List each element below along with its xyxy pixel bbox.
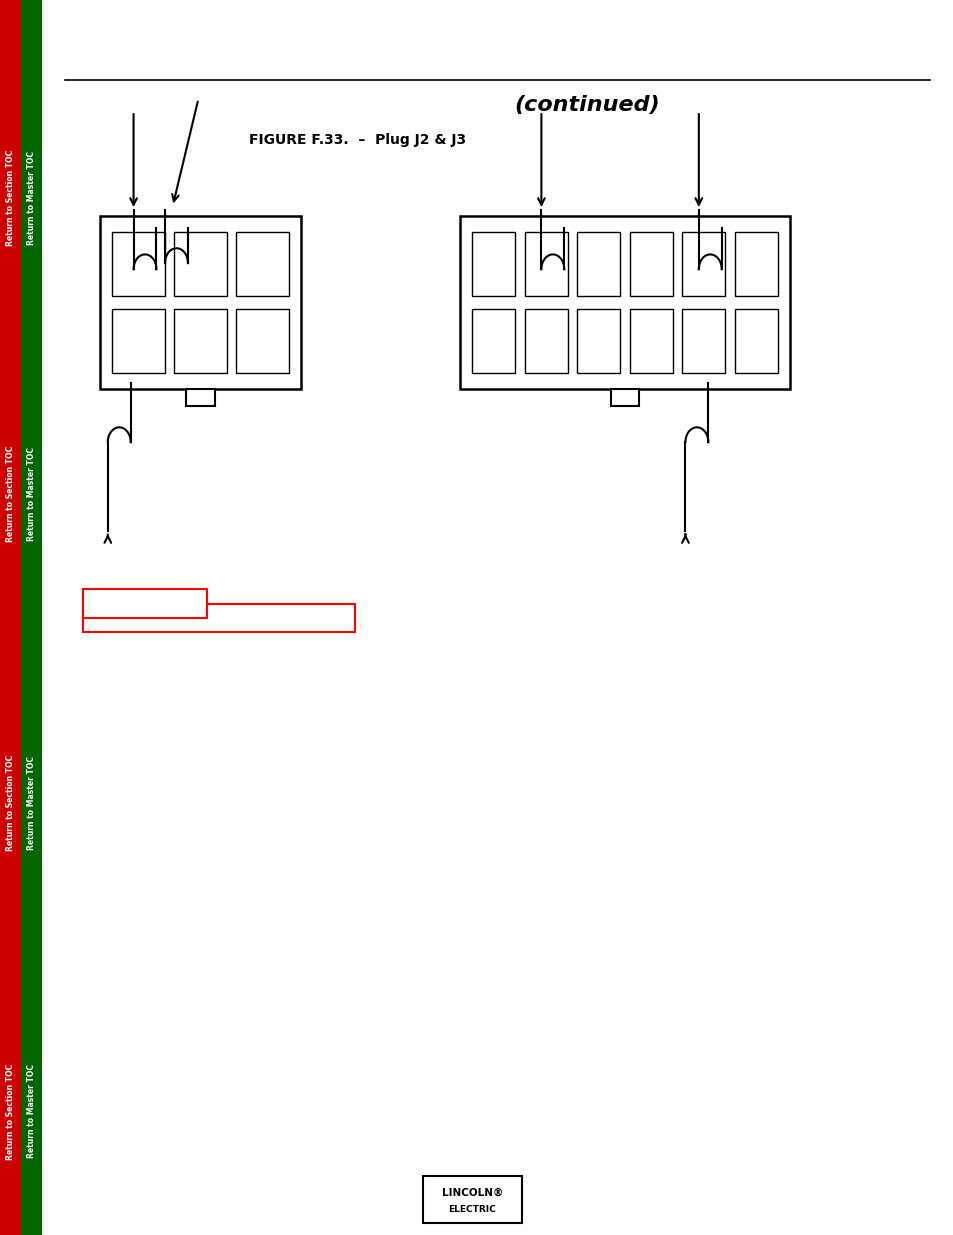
Text: Return to Master TOC: Return to Master TOC: [27, 756, 36, 850]
Bar: [99, 216, 301, 389]
Text: Return to Master TOC: Return to Master TOC: [27, 151, 36, 245]
Bar: [112, 309, 164, 373]
Bar: [524, 309, 567, 373]
Bar: [236, 309, 288, 373]
Bar: [629, 309, 672, 373]
Bar: [472, 232, 515, 296]
Text: Return to Master TOC: Return to Master TOC: [27, 1065, 36, 1158]
Text: Return to Section TOC: Return to Section TOC: [6, 1063, 15, 1160]
Bar: [734, 232, 777, 296]
Bar: [186, 389, 214, 406]
Bar: [459, 216, 789, 389]
Bar: [236, 232, 288, 296]
Bar: [734, 309, 777, 373]
Bar: [577, 232, 619, 296]
Text: Return to Master TOC: Return to Master TOC: [27, 447, 36, 541]
Bar: [21, 0, 42, 1235]
Text: LINCOLN®: LINCOLN®: [441, 1188, 502, 1198]
Text: (continued): (continued): [514, 95, 659, 115]
Bar: [577, 309, 619, 373]
Bar: [83, 589, 207, 618]
Bar: [83, 604, 355, 632]
Bar: [610, 389, 639, 406]
Bar: [681, 232, 724, 296]
Bar: [524, 232, 567, 296]
Text: FIGURE F.33.  –  Plug J2 & J3: FIGURE F.33. – Plug J2 & J3: [249, 132, 466, 147]
Bar: [629, 232, 672, 296]
Text: Return to Section TOC: Return to Section TOC: [6, 149, 15, 246]
Bar: [112, 232, 164, 296]
Text: Return to Section TOC: Return to Section TOC: [6, 446, 15, 542]
Text: Return to Section TOC: Return to Section TOC: [6, 755, 15, 851]
Bar: [173, 232, 226, 296]
Bar: [173, 309, 226, 373]
Bar: [681, 309, 724, 373]
Bar: [422, 1176, 521, 1223]
Bar: [0, 0, 21, 1235]
Text: ELECTRIC: ELECTRIC: [448, 1204, 496, 1214]
Bar: [472, 309, 515, 373]
